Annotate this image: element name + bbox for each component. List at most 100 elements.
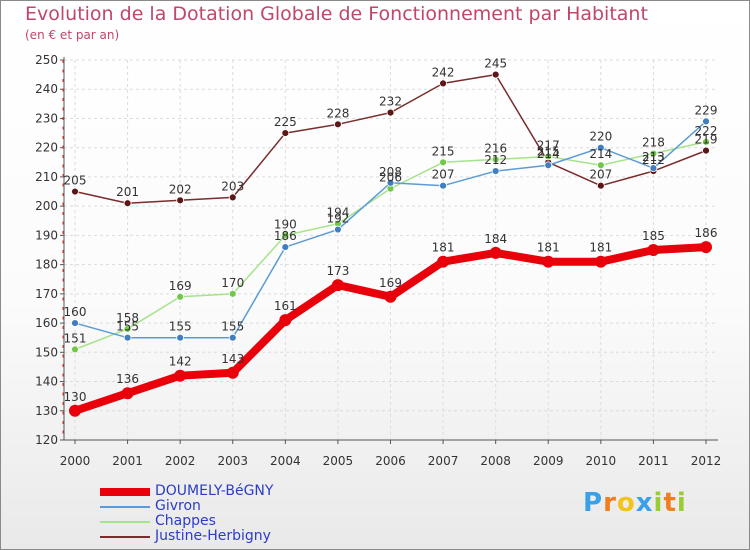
data-point <box>386 178 395 187</box>
data-point <box>71 319 79 327</box>
legend-item: Givron <box>100 498 400 514</box>
y-tick-label: 230 <box>35 111 58 125</box>
y-tick-label: 200 <box>35 199 58 213</box>
data-point <box>228 193 237 202</box>
data-point <box>334 120 342 129</box>
data-point <box>334 225 342 234</box>
data-point <box>281 129 290 137</box>
x-tick-label: 2000 <box>60 454 91 468</box>
proxiti-logo: Proxiti <box>583 488 687 518</box>
x-tick-label: 2006 <box>375 454 406 468</box>
data-label: 161 <box>274 299 297 313</box>
data-point <box>228 289 237 298</box>
data-label: 181 <box>537 241 560 255</box>
data-label: 169 <box>169 279 192 293</box>
data-label: 194 <box>326 206 349 220</box>
data-point <box>594 255 607 268</box>
legend-swatch <box>100 536 150 538</box>
data-point <box>544 161 553 170</box>
data-point <box>174 369 187 382</box>
data-point <box>123 199 132 208</box>
data-point <box>647 244 660 256</box>
logo-letter: x <box>635 488 654 518</box>
data-label: 186 <box>695 226 718 240</box>
legend-label: Chappes <box>155 513 216 529</box>
data-label: 207 <box>589 168 612 182</box>
data-label: 190 <box>274 217 297 231</box>
data-point <box>702 137 710 146</box>
data-point <box>700 241 712 254</box>
data-point <box>281 243 290 251</box>
data-label: 142 <box>169 355 192 369</box>
data-point <box>123 333 132 342</box>
data-label: 225 <box>274 115 297 129</box>
y-tick-label: 210 <box>35 170 58 184</box>
data-point <box>69 404 81 417</box>
y-tick-label: 250 <box>35 53 58 67</box>
data-point <box>121 387 134 400</box>
data-point <box>176 196 185 205</box>
x-tick-label: 2002 <box>165 454 196 468</box>
data-label: 143 <box>221 352 244 366</box>
data-label: 192 <box>326 212 349 226</box>
data-label: 245 <box>484 57 507 71</box>
y-tick-label: 130 <box>35 404 58 418</box>
data-label: 217 <box>537 138 560 152</box>
data-point <box>439 158 447 167</box>
data-label: 242 <box>432 65 455 79</box>
data-label: 215 <box>537 144 560 158</box>
legend-swatch <box>100 488 150 496</box>
data-point <box>384 290 397 303</box>
logo-letter: P <box>583 488 604 518</box>
data-point <box>279 314 292 327</box>
data-label: 160 <box>64 305 87 319</box>
data-label: 155 <box>116 320 139 334</box>
data-point <box>542 255 555 268</box>
data-point <box>596 181 605 190</box>
legend-item: Justine-Herbigny <box>100 528 400 544</box>
y-tick-label: 220 <box>35 141 58 155</box>
x-tick-label: 2004 <box>270 454 301 468</box>
legend-label: Justine-Herbigny <box>155 528 271 544</box>
data-label: 186 <box>274 229 297 243</box>
data-point <box>491 167 500 175</box>
legend-label: Givron <box>155 498 201 514</box>
data-label: 155 <box>169 320 192 334</box>
logo-letter: o <box>616 488 636 518</box>
logo-letter: r <box>603 488 617 518</box>
y-tick-label: 150 <box>35 345 58 359</box>
x-tick-label: 2009 <box>533 454 564 468</box>
data-point <box>71 345 79 354</box>
data-labels: 205 201 202 203 225 228 232 242 245 215 207 212 219 1… <box>64 57 718 404</box>
x-tick-label: 2001 <box>112 454 143 468</box>
data-label: 173 <box>326 264 349 278</box>
data-label: 215 <box>432 144 455 158</box>
x-tick-label: 2010 <box>586 454 617 468</box>
data-point <box>702 146 710 155</box>
y-tick-label: 170 <box>35 287 58 301</box>
data-label: 208 <box>379 165 402 179</box>
data-label: 220 <box>589 130 612 144</box>
data-label: 222 <box>695 124 718 138</box>
data-point <box>649 164 658 173</box>
data-point <box>596 143 605 152</box>
y-tick-label: 180 <box>35 258 58 272</box>
data-label: 232 <box>379 95 402 109</box>
data-label: 158 <box>116 311 139 325</box>
x-tick-label: 2005 <box>323 454 354 468</box>
data-label: 201 <box>116 185 139 199</box>
data-point <box>228 333 237 342</box>
chart-title: Evolution de la Dotation Globale de Fonc… <box>25 3 648 25</box>
data-point <box>489 246 502 259</box>
x-tick-label: 2012 <box>691 454 722 468</box>
data-point <box>386 108 395 117</box>
data-point <box>491 155 500 164</box>
data-label: 214 <box>589 147 612 161</box>
data-point <box>176 292 185 301</box>
data-label: 216 <box>484 141 507 155</box>
legend-item: DOUMELY-BéGNY <box>100 483 400 499</box>
data-label: 202 <box>169 182 192 196</box>
series-lines <box>69 70 712 417</box>
line-chart: 120 130 140 150 160 170 180 190 200 210 220 230 240 2… <box>35 53 722 468</box>
data-label: 130 <box>64 390 87 404</box>
